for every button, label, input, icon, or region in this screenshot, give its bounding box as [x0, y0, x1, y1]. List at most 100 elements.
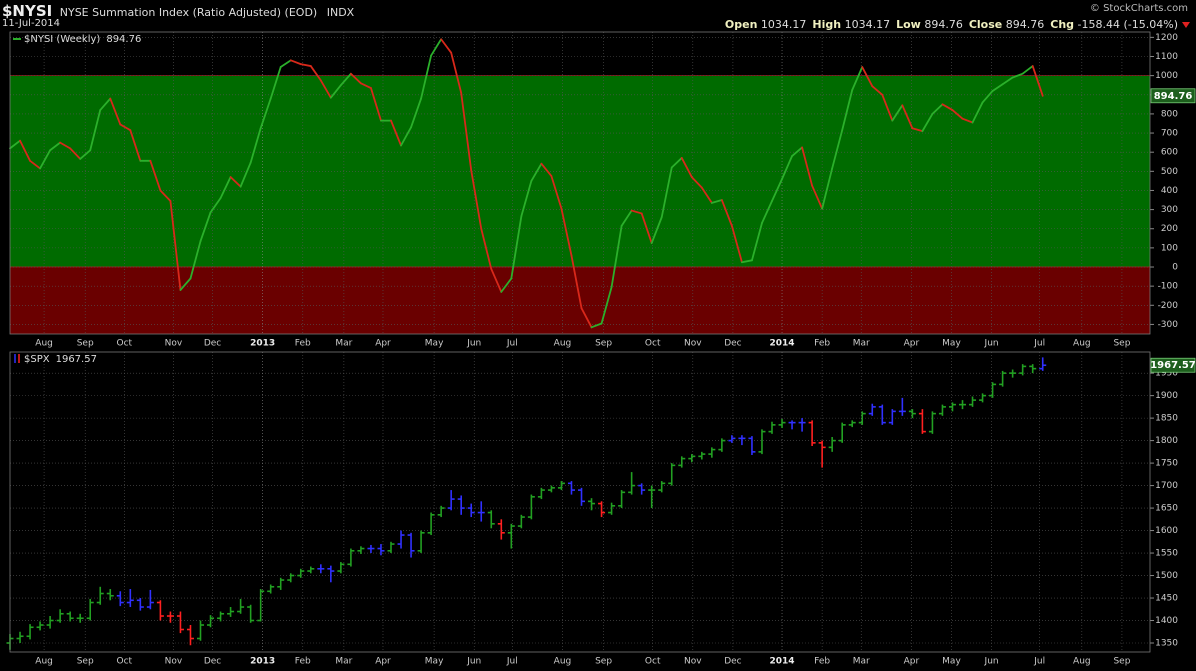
x-tick-label: Aug	[35, 657, 53, 667]
x-tick-label: Nov	[684, 339, 702, 349]
date: 11-Jul-2014	[2, 18, 61, 29]
y-tick-label: 500	[1161, 167, 1178, 177]
x-tick-label: Jul	[1033, 657, 1045, 667]
x-tick-label: Nov	[684, 657, 702, 667]
x-tick-label: Oct	[645, 339, 661, 349]
x-tick-label: Sep	[595, 657, 612, 667]
line-segment	[690, 176, 703, 189]
line-segment	[99, 97, 112, 111]
line-segment	[309, 65, 322, 82]
y-tick-label: 400	[1161, 186, 1178, 196]
x-tick-label: Aug	[1073, 339, 1091, 349]
line-segment	[119, 123, 132, 132]
x-tick-label: Aug	[554, 339, 572, 349]
y-tick-label: 1750	[1155, 459, 1178, 469]
line-segment	[349, 72, 362, 85]
x-tick-label: Dec	[204, 339, 221, 349]
line-segment	[249, 127, 262, 164]
line-segment	[299, 63, 312, 67]
line-segment	[660, 166, 673, 219]
line-segment	[911, 127, 924, 133]
line-segment	[991, 83, 1004, 92]
quote-row: Open 1034.17 High 1034.17 Low 894.76 Close …	[719, 18, 1178, 31]
line-segment	[961, 117, 974, 124]
quote-label: Chg	[1050, 18, 1075, 31]
legend-name: $SPX	[24, 354, 50, 365]
line-segment	[109, 97, 122, 126]
y-tick-label: 200	[1161, 224, 1178, 234]
line-segment	[420, 54, 433, 100]
last-value-label: 1967.57	[1150, 360, 1196, 371]
line-segment	[901, 104, 914, 130]
line-segment	[279, 59, 292, 68]
line-segment	[981, 90, 994, 104]
line-segment	[159, 189, 172, 202]
line-segment	[741, 259, 753, 264]
line-segment	[219, 176, 232, 200]
last-value-box	[1150, 88, 1196, 104]
line-segment	[500, 277, 513, 293]
plot-frame	[9, 31, 1151, 335]
line-segment	[450, 51, 463, 94]
y-tick-label: 1650	[1155, 504, 1178, 514]
x-tick-label: Oct	[645, 657, 661, 667]
line-segment	[9, 139, 21, 150]
quote-label: Open	[724, 18, 758, 31]
y-tick-label: 1500	[1155, 571, 1178, 581]
line-segment	[329, 84, 342, 99]
last-value-label: 894.76	[1154, 91, 1193, 102]
x-tick-label: 2014	[770, 657, 795, 667]
x-tick-label: Aug	[554, 657, 572, 667]
quote-label: Close	[968, 18, 1003, 31]
x-tick-label: Jun	[466, 657, 481, 667]
line-segment	[189, 240, 202, 280]
index-name: NYSE Summation Index (Ratio Adjusted) (E…	[59, 6, 318, 19]
legend-name: $NYSI (Weekly)	[24, 34, 100, 45]
line-segment	[891, 104, 904, 122]
line-segment	[239, 161, 252, 188]
line-segment	[179, 277, 192, 291]
zone	[10, 267, 1150, 334]
line-segment	[751, 222, 763, 262]
x-tick-label: Feb	[295, 657, 311, 667]
line-segment	[550, 175, 563, 210]
line-segment	[1021, 65, 1034, 75]
legend-value: 1967.57	[56, 354, 97, 365]
line-segment	[1001, 76, 1014, 86]
line-segment	[851, 66, 864, 91]
line-segment	[59, 141, 72, 150]
line-segment	[39, 149, 52, 170]
x-tick-label: Sep	[1113, 339, 1130, 349]
line-segment	[480, 227, 493, 270]
x-tick-label: Jun	[466, 339, 481, 349]
line-segment	[871, 85, 884, 96]
line-segment	[89, 109, 102, 152]
x-tick-label: Oct	[117, 339, 133, 349]
x-tick-label: Sep	[77, 339, 94, 349]
y-tick-label: 300	[1161, 205, 1178, 215]
x-tick-label: Mar	[853, 339, 870, 349]
line-segment	[470, 169, 483, 230]
line-segment	[710, 199, 723, 204]
x-tick-label: 2013	[250, 657, 275, 667]
line-segment	[580, 307, 593, 329]
x-tick-label: Mar	[335, 657, 352, 667]
x-tick-label: Jul	[1033, 339, 1045, 349]
x-tick-label: Jul	[506, 339, 518, 349]
x-tick-label: 2014	[770, 339, 795, 349]
line-segment	[771, 178, 783, 202]
line-segment	[821, 167, 834, 210]
line-segment	[640, 212, 653, 244]
line-segment	[861, 66, 874, 88]
y-tick-label: 100	[1161, 243, 1178, 253]
x-tick-label: Aug	[35, 339, 53, 349]
quote-value: 894.76	[1005, 18, 1045, 31]
line-segment	[811, 184, 824, 210]
x-tick-label: Apr	[375, 657, 391, 667]
line-segment	[730, 224, 743, 264]
line-segment	[841, 89, 854, 132]
line-segment	[460, 91, 473, 172]
line-segment	[339, 72, 352, 87]
line-segment	[400, 126, 412, 147]
y-tick-label: 1100	[1155, 52, 1178, 62]
